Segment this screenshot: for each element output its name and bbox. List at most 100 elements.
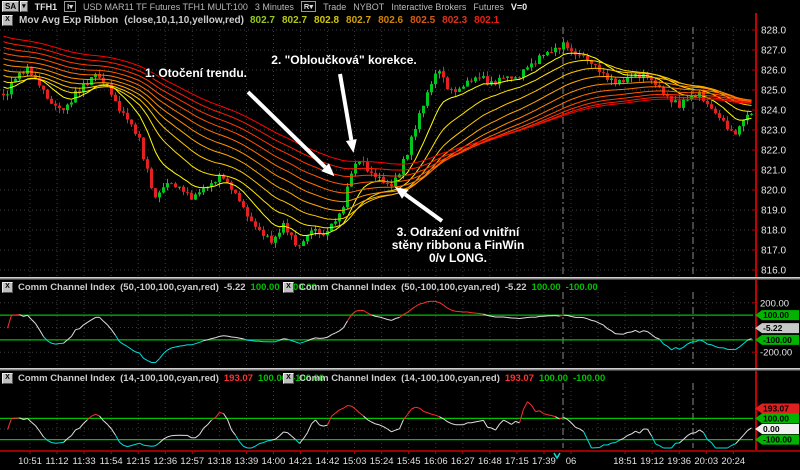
study-name: Comm Channel Index — [299, 282, 397, 293]
time-axis-label: 14:21 — [289, 456, 313, 467]
ma-value: 802.1 — [474, 14, 500, 26]
price-axis-label: 822.0 — [761, 146, 786, 157]
cci-current-value: -5.22 — [504, 282, 527, 293]
interval-selector-letter: I — [67, 2, 70, 11]
price-axis-label: 823.0 — [761, 126, 786, 137]
cci-axis-badge-label: 193.07 — [763, 404, 789, 414]
study-shortcut-button[interactable]: SA — [2, 1, 20, 12]
close-study-button[interactable]: X — [2, 14, 13, 26]
ma-value: 802.8 — [314, 14, 340, 26]
cci-study-header: X Comm Channel Index (50,-100,100,cyan,red… — [2, 282, 317, 293]
time-axis[interactable]: 10:51 11:12 11:33 11:54 12:15 12:36 12:57 13:18… — [0, 450, 800, 470]
grid-layer — [0, 27, 753, 277]
time-axis-label: 13:18 — [207, 456, 231, 467]
panel-divider[interactable] — [0, 368, 800, 371]
time-axis-label: 12:15 — [126, 456, 150, 467]
session-marker-icon — [553, 452, 561, 460]
interval-selector-button[interactable]: I▾ — [64, 1, 76, 12]
price-axis-label: 825.0 — [761, 86, 786, 97]
cci-axis-badge — [755, 434, 799, 445]
cci-current-value: -5.22 — [223, 282, 246, 293]
cci-study-header: X Comm Channel Index (14,-100,100,cyan,red… — [283, 373, 605, 384]
time-axis-label: 14:00 — [262, 456, 286, 467]
price-axis-label: 818.0 — [761, 226, 786, 237]
cci-axis-badge — [755, 413, 799, 424]
time-axis-label: 16:48 — [478, 456, 502, 467]
time-axis-label: 20:24 — [721, 456, 745, 467]
cci-14-header-row: X Comm Channel Index (14,-100,100,cyan,red… — [0, 373, 800, 385]
cci-oversold-value: -100.00 — [292, 373, 325, 384]
panel-divider[interactable] — [0, 277, 800, 280]
price-axis-label: 817.0 — [761, 246, 786, 257]
time-axis-label: 20:03 — [694, 456, 718, 467]
ma-value: 802.7 — [281, 14, 308, 26]
time-axis-label: 17:39 — [532, 456, 556, 467]
interval-label: 3 Minutes — [254, 1, 294, 12]
cci-line-layer — [7, 300, 752, 364]
ma-value: 802.7 — [346, 14, 372, 26]
trade-menu-label[interactable]: Trade — [323, 1, 347, 12]
cci-axis-badge — [755, 334, 799, 345]
study-name: Comm Channel Index — [18, 282, 116, 293]
cci-current-value: 193.07 — [223, 373, 253, 384]
cci-oversold-value: -100.00 — [573, 373, 606, 384]
time-axis-label: 16:06 — [424, 456, 448, 467]
futures-label: Futures — [473, 1, 504, 12]
cci-study-header: X Comm Channel Index (50,-100,100,cyan,red… — [283, 282, 598, 293]
cci-current-value: 193.07 — [504, 373, 534, 384]
cci-axis-badge — [755, 403, 799, 414]
close-study-button[interactable]: X — [283, 282, 294, 293]
ema-ribbon-layer — [3, 35, 752, 237]
arrow-head-icon — [394, 186, 409, 199]
caret-down-icon: ▾ — [69, 2, 73, 11]
annotation-text: 3. Odražení od vnitřní — [397, 225, 520, 239]
study-name: Comm Channel Index — [18, 373, 116, 384]
time-axis-label: 11:12 — [46, 456, 69, 467]
arrow-head-icon — [321, 163, 335, 177]
annotations-layer: 1. Otočení trendu. 2. "Obloučková" korekc… — [144, 52, 526, 267]
close-study-button[interactable]: X — [2, 373, 13, 384]
cci-axis-badge — [755, 310, 799, 321]
ma-value: 802.5 — [410, 14, 436, 26]
annotation-text: stěny ribbonu a FinWin — [392, 238, 525, 252]
cci-axis-badge-label: 0.00 — [763, 424, 780, 434]
cci-overbought-value: 100.00 — [250, 282, 280, 293]
replay-button[interactable]: R▾ — [300, 1, 317, 12]
cci-axis-badge — [755, 323, 799, 334]
grid-layer — [0, 292, 753, 366]
cci-axis-badge — [755, 424, 799, 434]
symbol-description: USD MAR11 TF Futures TFH1 MULT:100 — [83, 1, 248, 12]
time-axis-label: 16:27 — [451, 456, 475, 467]
cci-overbought-value: 100.00 — [531, 282, 561, 293]
time-axis-label: 11:33 — [73, 456, 96, 467]
toolbar: SA ▾ TFH1 I▾ USD MAR11 TF Futures TFH1 M… — [0, 0, 800, 13]
time-axis-label: 12:57 — [180, 456, 204, 467]
price-chart[interactable]: 828.0 827.0 826.0 825.0 824.0 823.0 822.0 821.0… — [0, 13, 800, 277]
price-axis-label: 816.0 — [761, 266, 786, 277]
price-axis-label: 819.0 — [761, 206, 786, 217]
price-axis-label: 828.0 — [761, 26, 786, 37]
study-header-mov-avg-ribbon: X Mov Avg Exp Ribbon (close,10,1,10,yell… — [2, 14, 506, 26]
cci-overbought-value: 100.00 — [538, 373, 569, 384]
close-study-button[interactable]: X — [283, 373, 294, 384]
cci-study-header: X Comm Channel Index (14,-100,100,cyan,red… — [2, 373, 324, 384]
time-axis-label: 14:42 — [316, 456, 340, 467]
price-axis-labels: 828.0 827.0 826.0 825.0 824.0 823.0 822.0 821.0… — [752, 26, 786, 277]
time-axis-label: 17:15 — [505, 456, 529, 467]
price-axis-label: 827.0 — [761, 46, 786, 57]
ma-value: 802.3 — [442, 14, 468, 26]
cci-line-layer — [7, 401, 752, 449]
time-axis-label: 15:24 — [370, 456, 394, 467]
time-axis-label: 19:36 — [667, 456, 691, 467]
cci-axis-badge-label: 100.00 — [763, 413, 789, 423]
study-name: Mov Avg Exp Ribbon — [19, 14, 119, 26]
time-axis-label: 10:51 — [18, 456, 42, 467]
close-study-button[interactable]: X — [2, 282, 13, 293]
study-shortcut-caret[interactable]: ▾ — [20, 1, 28, 12]
replay-letter: R — [303, 2, 310, 11]
cci-oversold-value: -100.00 — [284, 282, 317, 293]
